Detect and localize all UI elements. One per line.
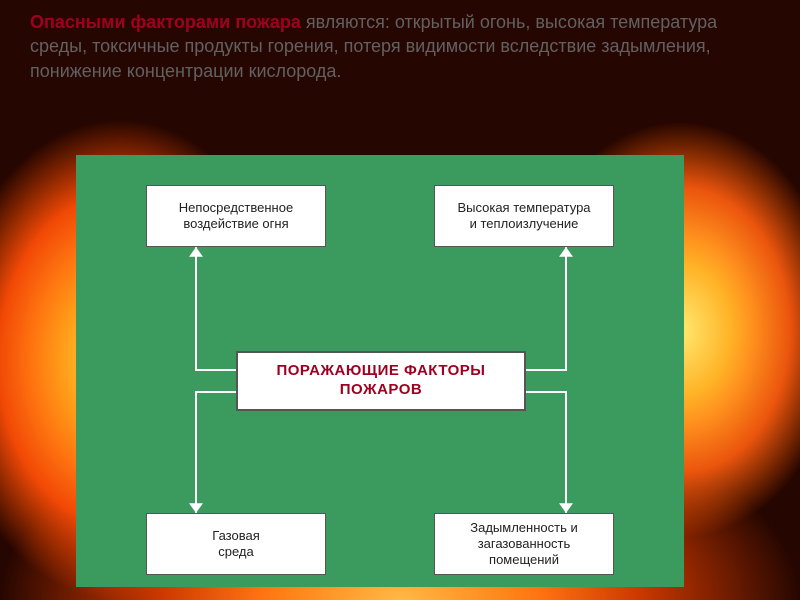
intro-paragraph: Опасными факторами пожара являются: откр…: [30, 10, 770, 83]
edge-top-right: [526, 247, 566, 370]
center-node: ПОРАЖАЮЩИЕ ФАКТОРЫ ПОЖАРОВ: [236, 351, 526, 411]
edge-bot-left: [196, 392, 236, 513]
arrowhead-top-left: [189, 247, 203, 257]
node-bot-right: Задымленность и загазованность помещений: [434, 513, 614, 575]
diagram-panel: ПОРАЖАЮЩИЕ ФАКТОРЫ ПОЖАРОВ Непосредствен…: [76, 155, 684, 587]
node-bot-left: Газовая среда: [146, 513, 326, 575]
node-top-right: Высокая температура и теплоизлучение: [434, 185, 614, 247]
arrowhead-bot-left: [189, 503, 203, 513]
edge-top-left: [196, 247, 236, 370]
node-top-left: Непосредственное воздействие огня: [146, 185, 326, 247]
edge-bot-right: [526, 392, 566, 513]
arrowhead-top-right: [559, 247, 573, 257]
intro-title: Опасными факторами пожара: [30, 12, 301, 32]
arrowhead-bot-right: [559, 503, 573, 513]
